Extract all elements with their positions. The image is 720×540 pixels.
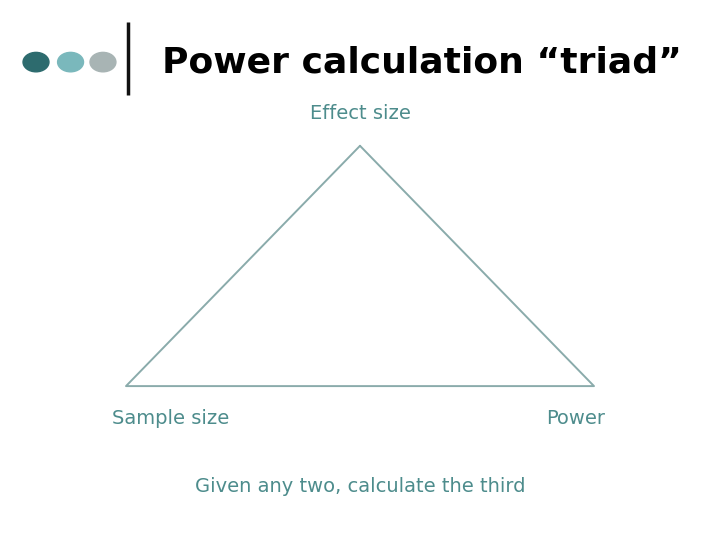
Text: Power calculation “triad”: Power calculation “triad” [162, 45, 682, 79]
Text: Power: Power [546, 409, 605, 428]
Circle shape [23, 52, 49, 72]
Text: Sample size: Sample size [112, 409, 229, 428]
Text: Given any two, calculate the third: Given any two, calculate the third [194, 476, 526, 496]
Circle shape [90, 52, 116, 72]
Circle shape [58, 52, 84, 72]
Text: Effect size: Effect size [310, 104, 410, 123]
